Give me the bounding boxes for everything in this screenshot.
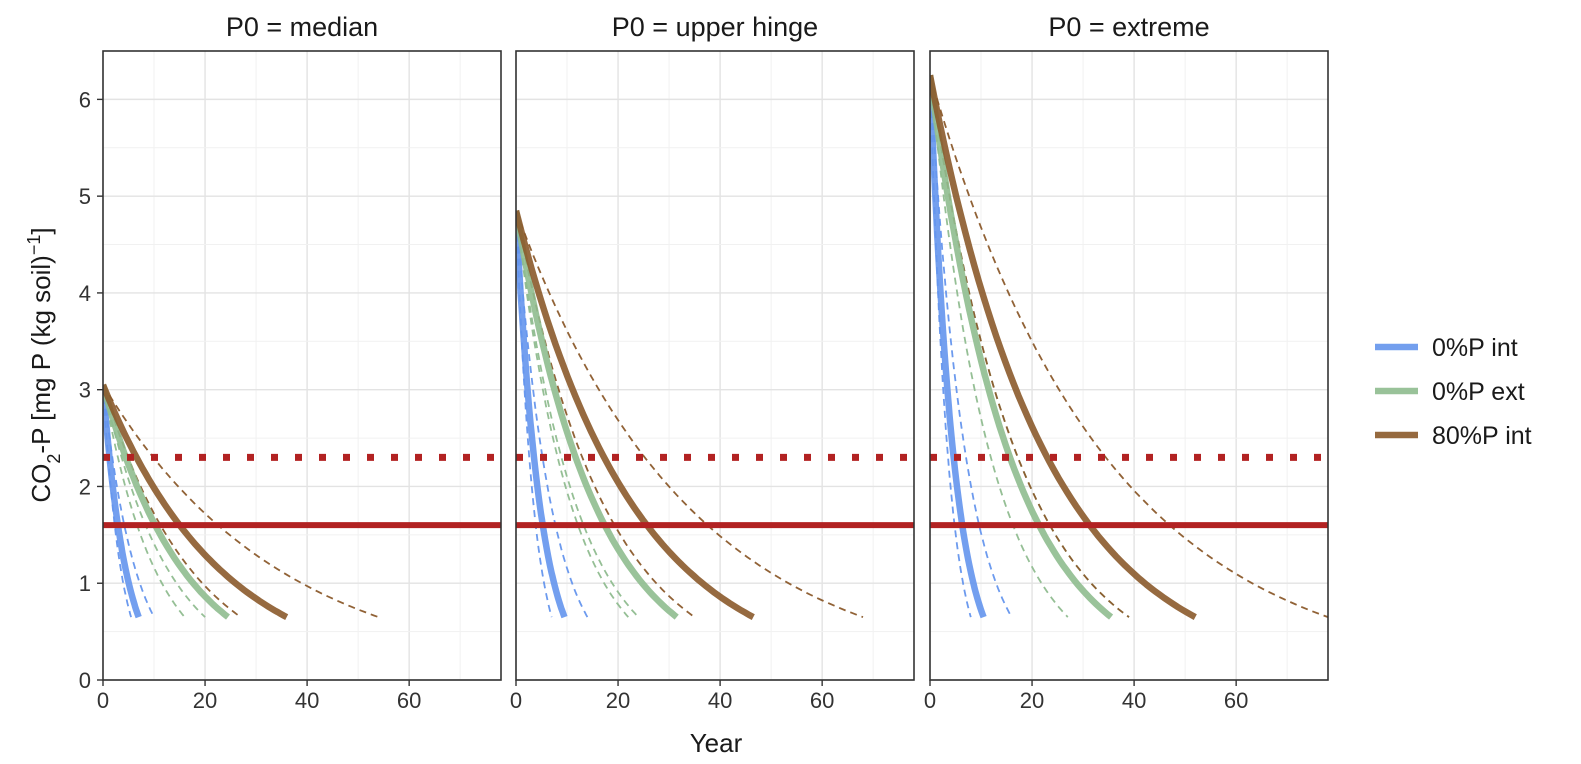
legend-label: 0%P ext xyxy=(1432,378,1525,406)
dashed-bound-line xyxy=(930,75,1013,618)
series-line-0-p-ext xyxy=(930,74,1114,620)
y-axis-title-superscript: −1 xyxy=(24,235,44,256)
x-tick-label: 40 xyxy=(295,688,319,713)
dashed-bound-line xyxy=(516,210,589,618)
x-tick-label: 60 xyxy=(397,688,421,713)
x-tick-label: 20 xyxy=(606,688,630,713)
dashed-bound-line xyxy=(103,384,379,618)
y-axis-title: CO2-P [mg P (kg soil)−1] xyxy=(24,227,64,502)
x-tick-label: 20 xyxy=(1020,688,1044,713)
series-line-0-p-int xyxy=(930,75,987,619)
panel-title: P0 = extreme xyxy=(1048,12,1209,42)
dashed-bound-line xyxy=(516,210,640,618)
y-tick-label: 0 xyxy=(79,668,91,693)
x-tick-label: 40 xyxy=(708,688,732,713)
series-line-80-p-int xyxy=(930,74,1197,620)
y-axis-title-close: ] xyxy=(26,227,56,234)
dashed-bound-line xyxy=(930,75,972,618)
x-tick-label: 60 xyxy=(810,688,834,713)
dashed-bound-line xyxy=(103,384,155,618)
x-tick-label: 20 xyxy=(193,688,217,713)
x-tick-label: 0 xyxy=(97,688,109,713)
y-axis-title-subscript: 2 xyxy=(44,454,64,464)
panel-series xyxy=(103,383,501,620)
y-axis-title-rest: -P [mg P (kg soil) xyxy=(26,255,56,453)
x-tick-label: 40 xyxy=(1122,688,1146,713)
series-line-80-p-int xyxy=(103,383,289,620)
panel-series xyxy=(930,74,1328,620)
x-axis-title: Year xyxy=(690,728,743,758)
y-tick-label: 6 xyxy=(79,87,91,112)
y-tick-label: 3 xyxy=(79,378,91,403)
panel-border xyxy=(929,50,1329,681)
series-line-0-p-int xyxy=(516,210,568,619)
series-line-0-p-ext xyxy=(103,384,230,620)
dashed-bound-line xyxy=(930,75,1069,618)
y-tick-label: 4 xyxy=(79,281,91,306)
x-tick-label: 0 xyxy=(924,688,936,713)
dashed-bound-line xyxy=(103,384,132,618)
y-tick-label: 5 xyxy=(79,184,91,209)
dashed-bound-line xyxy=(930,74,1328,618)
legend-label: 80%P int xyxy=(1432,422,1532,450)
dashed-bound-line xyxy=(103,384,242,618)
panel-series xyxy=(516,209,914,620)
panel-border xyxy=(515,50,915,681)
dashed-bound-line xyxy=(516,210,696,618)
panel-2: P0 = upper hinge 0 20 40 60 xyxy=(510,12,915,713)
panel-border xyxy=(102,50,502,681)
y-tick-label: 1 xyxy=(79,571,91,596)
series-line-80-p-int xyxy=(516,209,755,620)
y-axis-title-main: CO xyxy=(26,464,56,503)
panel-3: P0 = extreme 0 20 40 60 xyxy=(924,12,1329,713)
legend: 0%P int 0%P ext 80%P int xyxy=(1375,334,1532,450)
series-line-0-p-int xyxy=(103,384,142,619)
x-tick-label: 0 xyxy=(510,688,522,713)
dashed-bound-line xyxy=(103,384,206,618)
y-tick-label: 2 xyxy=(79,474,91,499)
panel-1: P0 = median 0 20 40 60 0 1 2 3 4 5 6 xyxy=(79,12,502,713)
panel-title: P0 = upper hinge xyxy=(612,12,818,42)
dashed-bound-line xyxy=(516,210,629,618)
panels-group: P0 = median 0 20 40 60 0 1 2 3 4 5 6 P0 = upper hing… xyxy=(79,12,1329,713)
panel-title: P0 = median xyxy=(226,12,378,42)
x-tick-label: 60 xyxy=(1224,688,1248,713)
series-line-0-p-ext xyxy=(516,210,679,620)
dashed-bound-line xyxy=(516,210,864,618)
legend-label: 0%P int xyxy=(1432,334,1518,362)
